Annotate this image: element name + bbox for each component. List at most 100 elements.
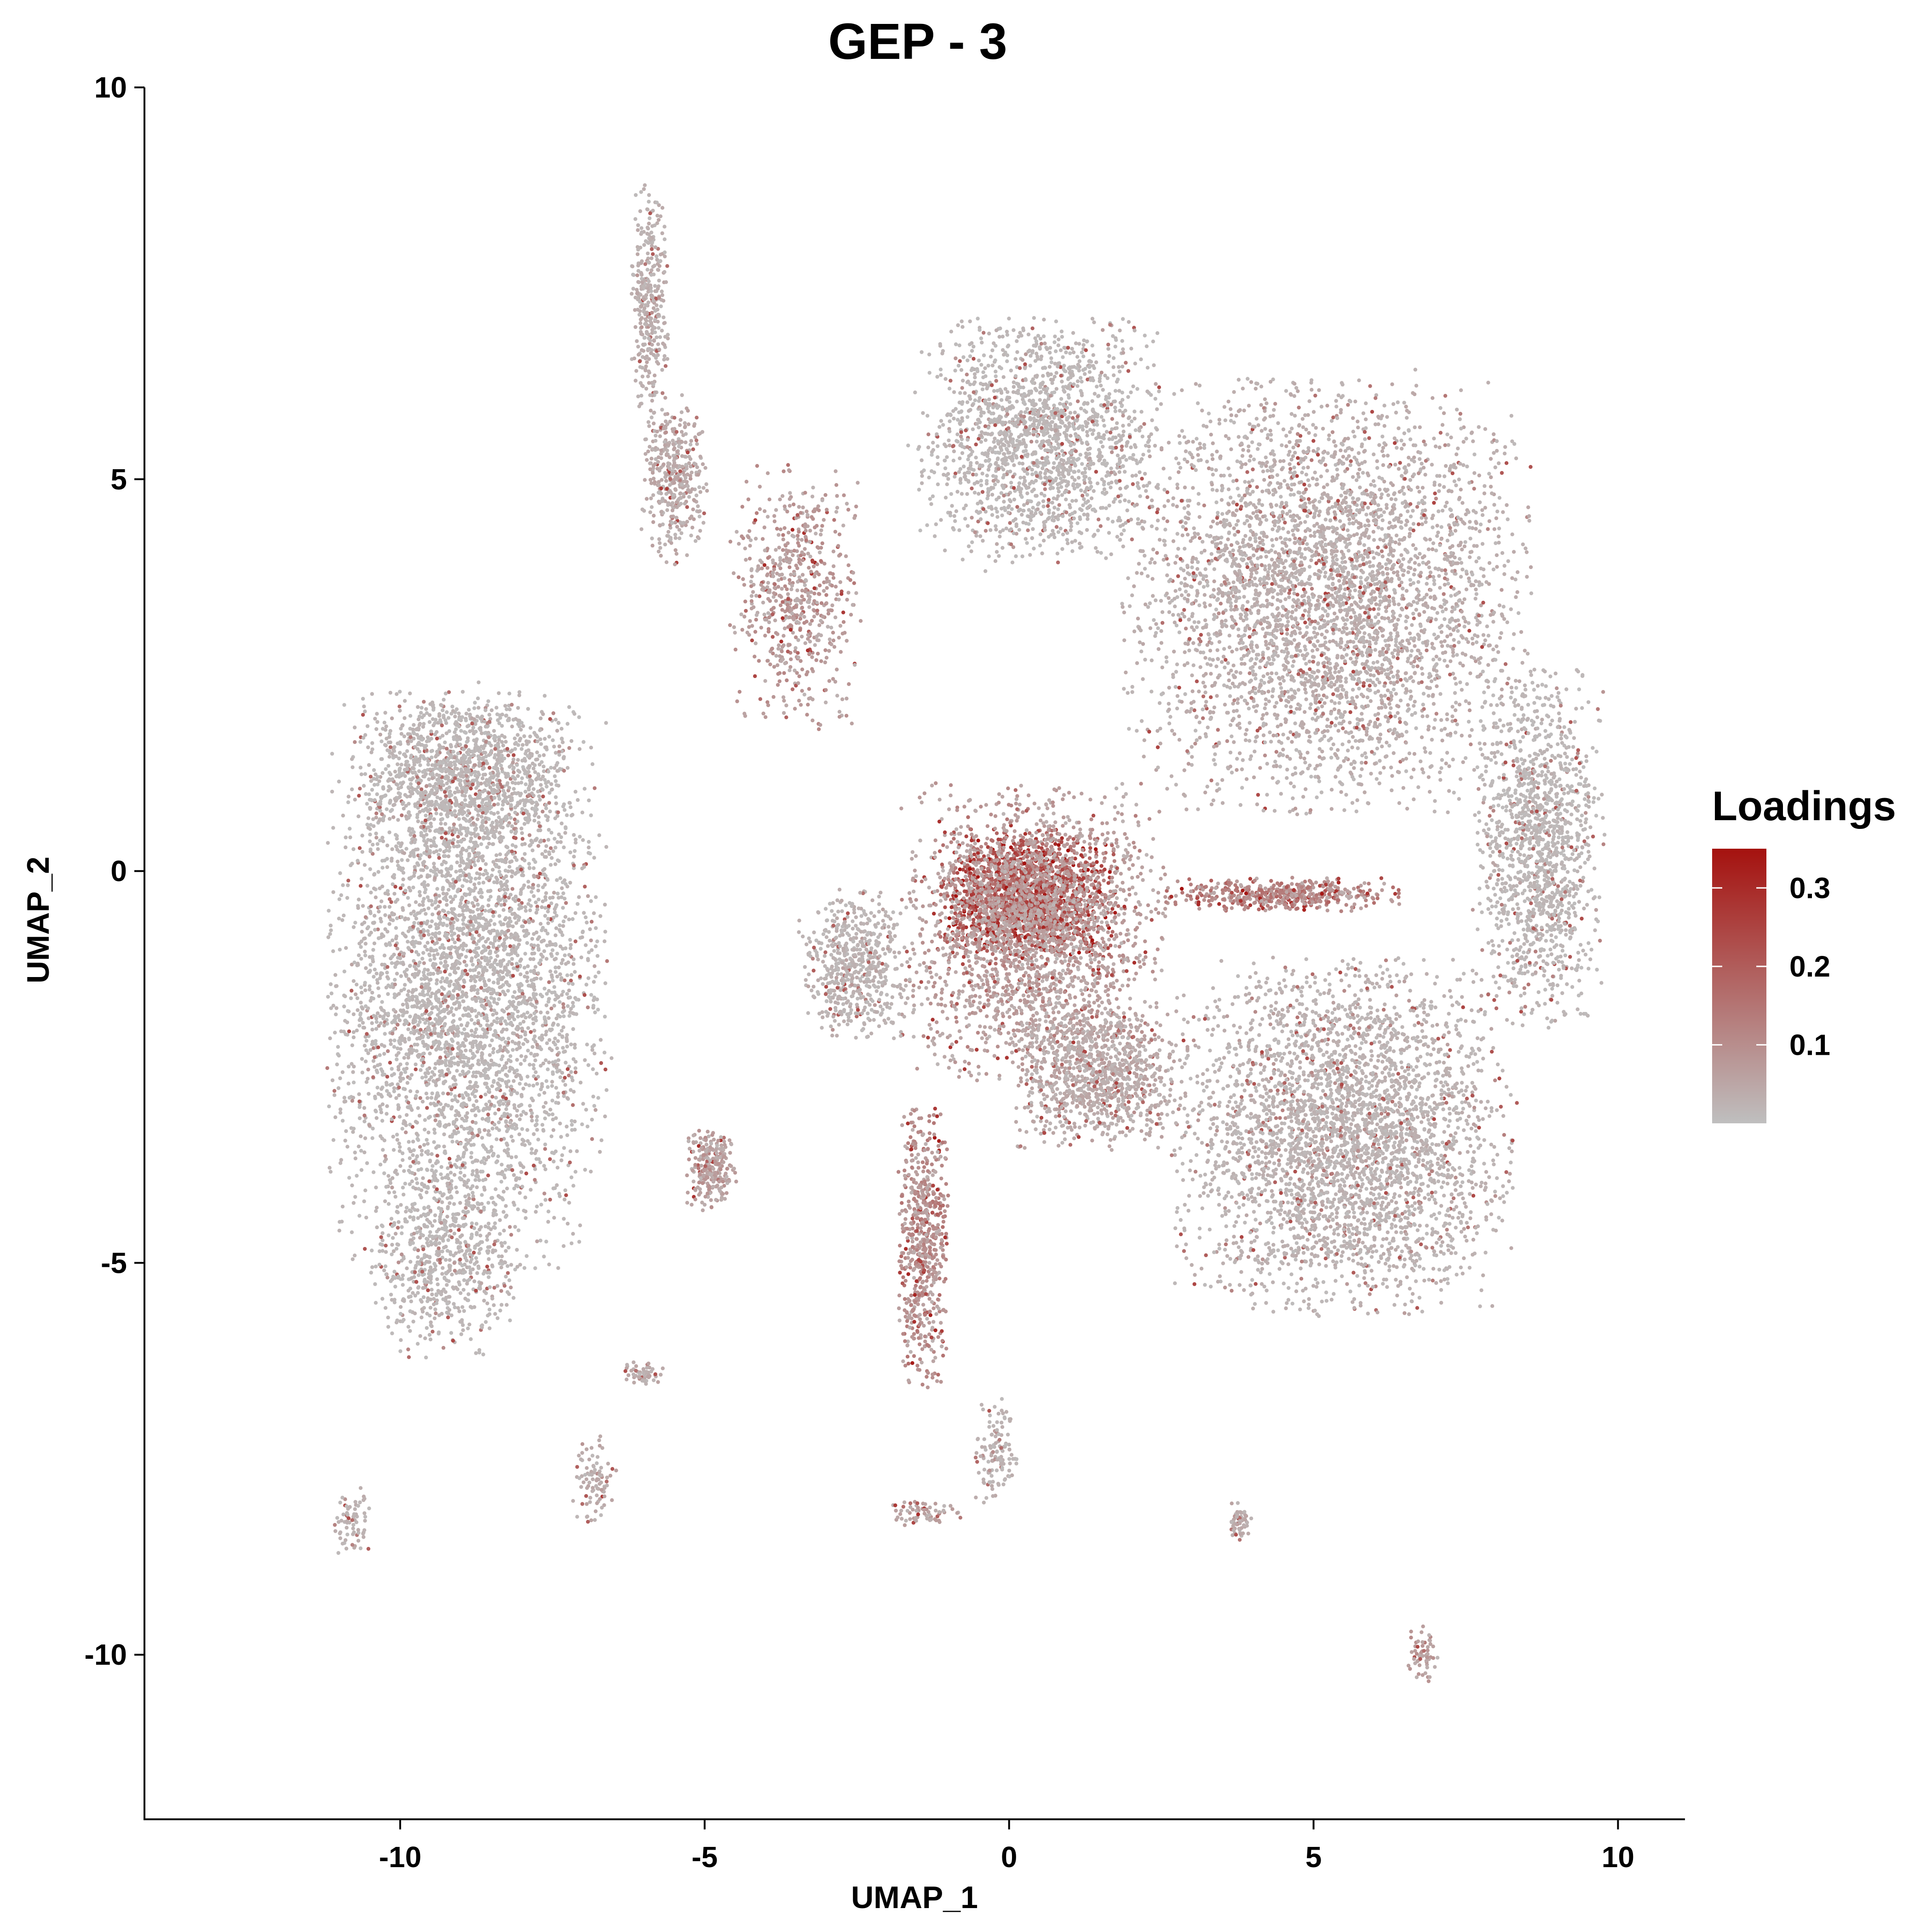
scatter-point [449, 1064, 453, 1068]
scatter-point [471, 750, 474, 753]
scatter-point [518, 1022, 522, 1025]
scatter-point [459, 1060, 463, 1064]
scatter-point [344, 1129, 348, 1133]
scatter-point [381, 1073, 385, 1077]
scatter-point [402, 735, 406, 738]
scatter-points-layer [325, 183, 1606, 1683]
scatter-point [569, 805, 572, 809]
scatter-point [523, 952, 527, 955]
scatter-point [469, 920, 472, 924]
scatter-point [542, 765, 546, 768]
scatter-point [329, 928, 333, 932]
scatter-point [438, 937, 442, 941]
scatter-point [370, 1028, 374, 1031]
scatter-point [374, 832, 378, 835]
scatter-point [407, 946, 410, 949]
scatter-point [469, 1143, 473, 1147]
scatter-point [592, 1004, 595, 1007]
scatter-point [469, 1049, 472, 1052]
scatter-point [496, 802, 500, 806]
scatter-point [487, 817, 491, 821]
scatter-point [523, 920, 527, 924]
scatter-point [352, 960, 356, 964]
scatter-point [506, 781, 509, 785]
scatter-point [334, 1006, 338, 1010]
scatter-point [487, 903, 490, 907]
scatter-point [408, 1089, 412, 1093]
scatter-point [430, 1092, 434, 1095]
scatter-point [383, 743, 387, 747]
scatter-point [472, 1085, 476, 1089]
scatter-point [479, 1095, 483, 1098]
scatter-point [460, 794, 464, 797]
scatter-point [552, 1216, 556, 1219]
scatter-point [503, 735, 506, 739]
scatter-point [569, 1242, 573, 1245]
scatter-point [484, 918, 488, 922]
scatter-point [551, 896, 554, 899]
scatter-point [505, 1022, 508, 1026]
scatter-point [373, 928, 377, 932]
scatter-point [554, 1086, 558, 1090]
scatter-point [453, 802, 457, 806]
scatter-point [500, 970, 504, 974]
scatter-point [482, 835, 485, 839]
scatter-point [385, 807, 389, 811]
scatter-point [468, 713, 472, 716]
scatter-point [480, 895, 483, 899]
scatter-point [536, 889, 540, 892]
scatter-point [568, 881, 572, 885]
scatter-point [599, 1061, 603, 1065]
scatter-point [540, 940, 543, 943]
scatter-point [405, 1062, 409, 1065]
scatter-point [477, 925, 480, 929]
scatter-point [441, 886, 445, 890]
scatter-point [352, 979, 356, 983]
scatter-point [379, 1134, 382, 1138]
scatter-point [596, 1008, 600, 1012]
scatter-point [462, 1027, 466, 1031]
scatter-point [411, 1160, 415, 1164]
scatter-point [401, 771, 405, 775]
scatter-point [427, 1179, 431, 1183]
scatter-point [435, 1113, 439, 1117]
scatter-point [524, 909, 528, 913]
scatter-point [401, 1127, 404, 1131]
scatter-point [556, 811, 560, 814]
scatter-point [520, 831, 524, 835]
scatter-point [383, 954, 386, 957]
scatter-point [372, 1014, 375, 1018]
scatter-point [416, 819, 420, 823]
scatter-point [388, 905, 391, 908]
scatter-point [426, 825, 430, 829]
scatter-point [361, 697, 365, 701]
scatter-point [434, 1146, 438, 1150]
scatter-point [556, 1023, 560, 1027]
scatter-point [518, 972, 522, 976]
scatter-point [516, 1184, 520, 1188]
scatter-point [456, 934, 460, 938]
scatter-point [568, 995, 572, 999]
scatter-point [444, 999, 448, 1002]
scatter-point [367, 1016, 370, 1020]
scatter-point [392, 1008, 396, 1012]
scatter-point [506, 989, 510, 993]
scatter-point [561, 891, 565, 895]
scatter-point [490, 1196, 494, 1200]
scatter-point [389, 741, 392, 744]
scatter-point [477, 939, 481, 943]
scatter-point [514, 947, 518, 951]
scatter-point [414, 900, 418, 904]
scatter-point [450, 907, 454, 911]
scatter-point [393, 978, 397, 982]
scatter-point [519, 1062, 523, 1066]
scatter-point [520, 1093, 523, 1097]
scatter-point [555, 952, 559, 955]
scatter-point [455, 926, 459, 930]
scatter-point [467, 846, 471, 850]
scatter-point [365, 1080, 368, 1084]
scatter-point [351, 765, 354, 769]
scatter-point [547, 989, 551, 993]
scatter-point [407, 1140, 411, 1144]
scatter-point [604, 845, 608, 849]
